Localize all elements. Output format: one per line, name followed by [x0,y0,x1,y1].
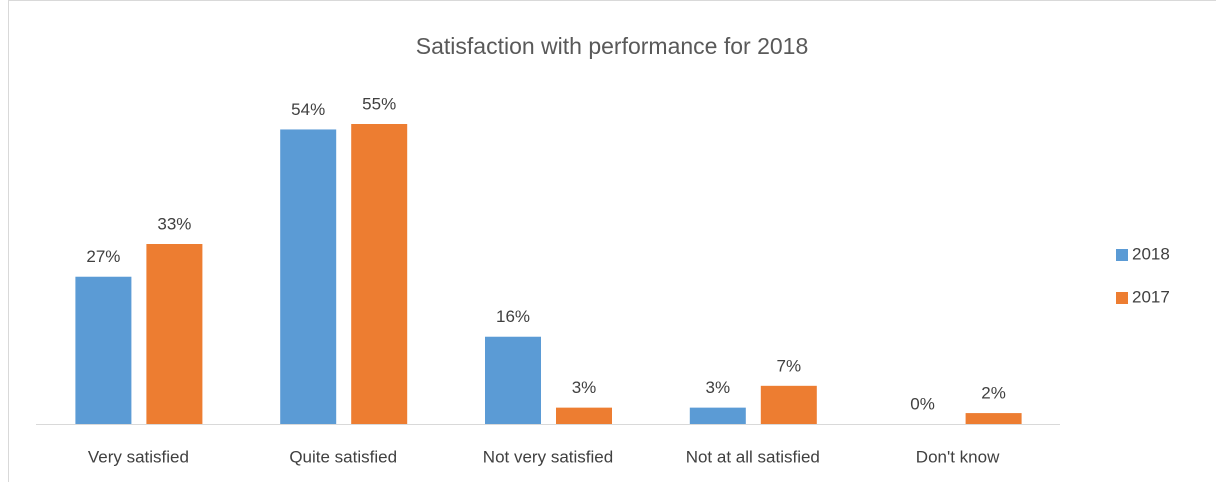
bar [280,129,337,425]
x-tick-label: Quite satisfied [289,447,397,466]
legend-swatch [1116,292,1128,304]
x-tick-label: Not at all satisfied [686,447,820,466]
data-label: 0% [910,394,935,413]
chart-title: Satisfaction with performance for 2018 [416,33,808,59]
frame [8,0,1216,482]
bar [351,124,408,424]
data-label: 7% [777,356,802,375]
legend-label: 2018 [1132,244,1170,263]
x-tick-label: Very satisfied [88,447,189,466]
data-label: 54% [291,100,325,119]
data-label: 55% [362,94,396,113]
data-label: 16% [496,307,530,326]
legend-swatch [1116,249,1128,261]
legend-label: 2017 [1132,287,1170,306]
bar [965,413,1022,424]
data-label: 3% [706,378,731,397]
bar [146,244,203,424]
bar [556,407,612,424]
x-tick-label: Not very satisfied [483,447,613,466]
data-label: 33% [157,214,191,233]
bar [75,276,132,424]
bar [485,336,541,424]
data-label: 27% [86,247,120,266]
bar [760,385,817,424]
bar [689,407,746,424]
x-tick-label: Don't know [916,447,1000,466]
data-label: 3% [572,378,597,397]
data-label: 2% [981,384,1006,403]
